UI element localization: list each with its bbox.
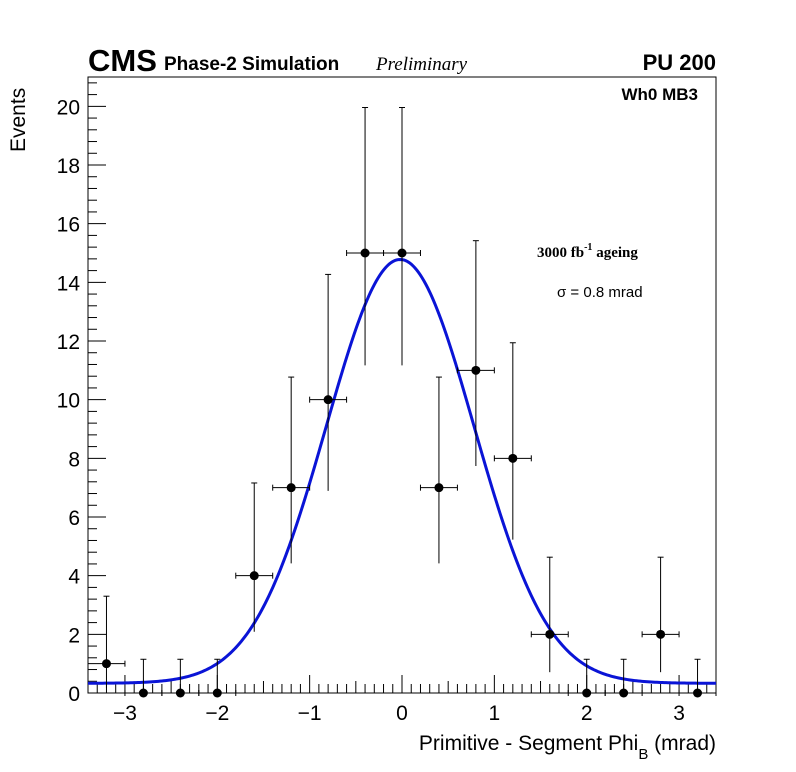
data-point [286, 483, 296, 493]
data-point-group [641, 556, 680, 673]
data-point-group [161, 658, 200, 698]
x-tick-label: 2 [581, 702, 593, 725]
sigma-label: σ = 0.8 mrad [557, 284, 643, 301]
data-point [138, 688, 148, 698]
x-tick-label: 0 [396, 702, 408, 725]
data-point [619, 688, 629, 698]
data-point [212, 688, 222, 698]
x-axis-title: Primitive - Segment PhiB (mrad) [419, 732, 716, 763]
x-tick-label: −1 [298, 702, 322, 725]
data-point [323, 395, 333, 405]
y-tick-label: 10 [57, 390, 80, 413]
y-tick-label: 8 [68, 448, 80, 471]
y-axis-title: Events [7, 88, 30, 152]
y-tick-label: 12 [57, 331, 80, 354]
data-point-group [272, 376, 311, 564]
data-point [582, 688, 592, 698]
x-tick-label: 1 [489, 702, 501, 725]
simulation-label: Phase-2 Simulation [164, 54, 339, 75]
data-point [545, 629, 555, 639]
data-point [249, 571, 259, 581]
y-tick-label: 18 [57, 155, 80, 178]
data-point [471, 365, 481, 375]
category-label: Wh0 MB3 [622, 85, 699, 104]
data-point-group [678, 658, 717, 698]
pileup-label: PU 200 [643, 50, 716, 75]
x-tick-label: −3 [113, 702, 137, 725]
data-point-group [604, 658, 643, 698]
data-point-group [530, 556, 569, 673]
preliminary-label: Preliminary [375, 54, 468, 75]
ageing-suffix: ageing [592, 245, 638, 261]
data-point-group [124, 658, 163, 698]
data-point [175, 688, 185, 698]
x-tick-label: −2 [205, 702, 229, 725]
data-point-group [456, 240, 495, 466]
data-point [434, 483, 444, 493]
y-tick-label: 6 [68, 507, 80, 530]
data-point-group [198, 658, 237, 698]
y-tick-label: 4 [68, 566, 80, 589]
data-point-group [493, 342, 532, 540]
data-point-group [567, 658, 606, 698]
data-point [360, 248, 370, 258]
data-point [508, 453, 518, 463]
data-points-layer [87, 107, 717, 698]
data-point [397, 248, 407, 258]
y-tick-label: 16 [57, 214, 80, 237]
x-axis-title-main: Primitive - Segment Phi [419, 732, 638, 755]
data-point [656, 629, 666, 639]
y-tick-label: 14 [57, 272, 81, 295]
x-axis-title-unit: (mrad) [648, 732, 716, 755]
data-point-group [309, 273, 348, 491]
y-tick-label: 20 [57, 96, 80, 119]
cms-label: CMS [88, 43, 157, 78]
data-point-group [87, 595, 126, 689]
x-tick-label: 3 [673, 702, 685, 725]
data-point [101, 659, 111, 669]
data-point-group [419, 376, 458, 564]
data-point-group [383, 107, 421, 366]
ageing-label: 3000 fb-1 ageing [537, 242, 638, 261]
data-point-group [235, 482, 274, 632]
ageing-prefix: 3000 fb [537, 245, 584, 261]
data-point [693, 688, 703, 698]
ageing-sup: -1 [584, 242, 592, 253]
y-tick-label: 2 [68, 624, 80, 647]
data-point-group [346, 107, 385, 366]
x-axis-title-sub: B [638, 746, 648, 763]
y-tick-label: 0 [68, 683, 80, 706]
